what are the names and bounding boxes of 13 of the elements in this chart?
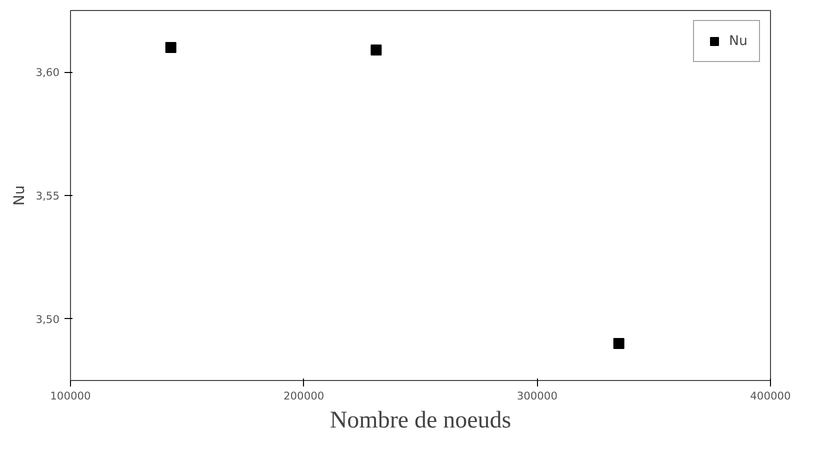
point — [165, 42, 176, 53]
y-tick-label: 3,60 — [36, 66, 60, 80]
x-tick-label: 200000 — [283, 390, 324, 402]
y-tick-label: 3,50 — [36, 312, 60, 326]
x-tick-label: 100000 — [50, 390, 92, 402]
point — [613, 338, 624, 349]
point — [370, 44, 382, 56]
legend-label: Nu — [729, 34, 748, 48]
x-tick-label: 400000 — [750, 390, 792, 402]
y-tick-label: 3,55 — [36, 190, 60, 202]
x-tick-label: 300000 — [516, 390, 558, 402]
x-axis-title: Nombre de noeuds — [330, 408, 512, 434]
y-axis-title: Nu — [10, 185, 28, 206]
